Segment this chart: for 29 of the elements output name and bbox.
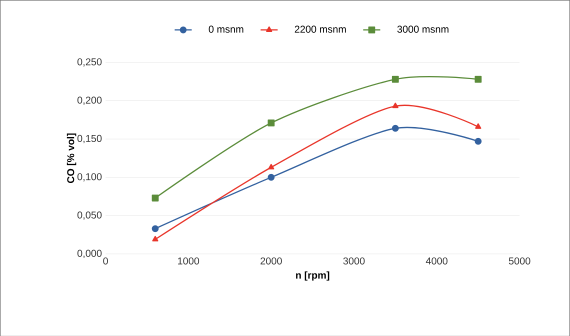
- x-axis-title: n [rpm]: [296, 271, 330, 280]
- point: [152, 236, 158, 242]
- y-tick-label: 0,150: [77, 134, 102, 143]
- y-tick-label: 0,100: [77, 173, 102, 182]
- point: [474, 76, 482, 83]
- legend-label: 2200 msnm: [294, 25, 346, 33]
- y-tick-label: 0,000: [77, 250, 102, 258]
- legend-label: 0 msnm: [208, 25, 244, 33]
- y-axis-title: CO [% vol]: [66, 133, 76, 183]
- x-tick-label: 3000: [343, 257, 365, 264]
- point: [268, 119, 275, 126]
- point: [392, 76, 399, 83]
- x-tick-label: 0: [103, 257, 108, 264]
- x-tick-label: 4000: [426, 257, 448, 264]
- point: [268, 174, 275, 181]
- x-tick-label: 2000: [260, 257, 282, 264]
- x-tick-label: 5000: [508, 257, 530, 264]
- y-tick-label: 0,250: [77, 58, 102, 66]
- point: [152, 224, 159, 232]
- x-tick-label: 1000: [178, 257, 200, 264]
- point: [474, 138, 482, 145]
- legend-label: 3000 msnm: [397, 25, 448, 33]
- y-tick-label: 0,050: [77, 211, 102, 220]
- point: [392, 124, 399, 132]
- point: [268, 164, 274, 170]
- point: [475, 123, 482, 129]
- point: [392, 102, 398, 108]
- point: [152, 194, 159, 202]
- y-tick-label: 0,200: [77, 96, 102, 105]
